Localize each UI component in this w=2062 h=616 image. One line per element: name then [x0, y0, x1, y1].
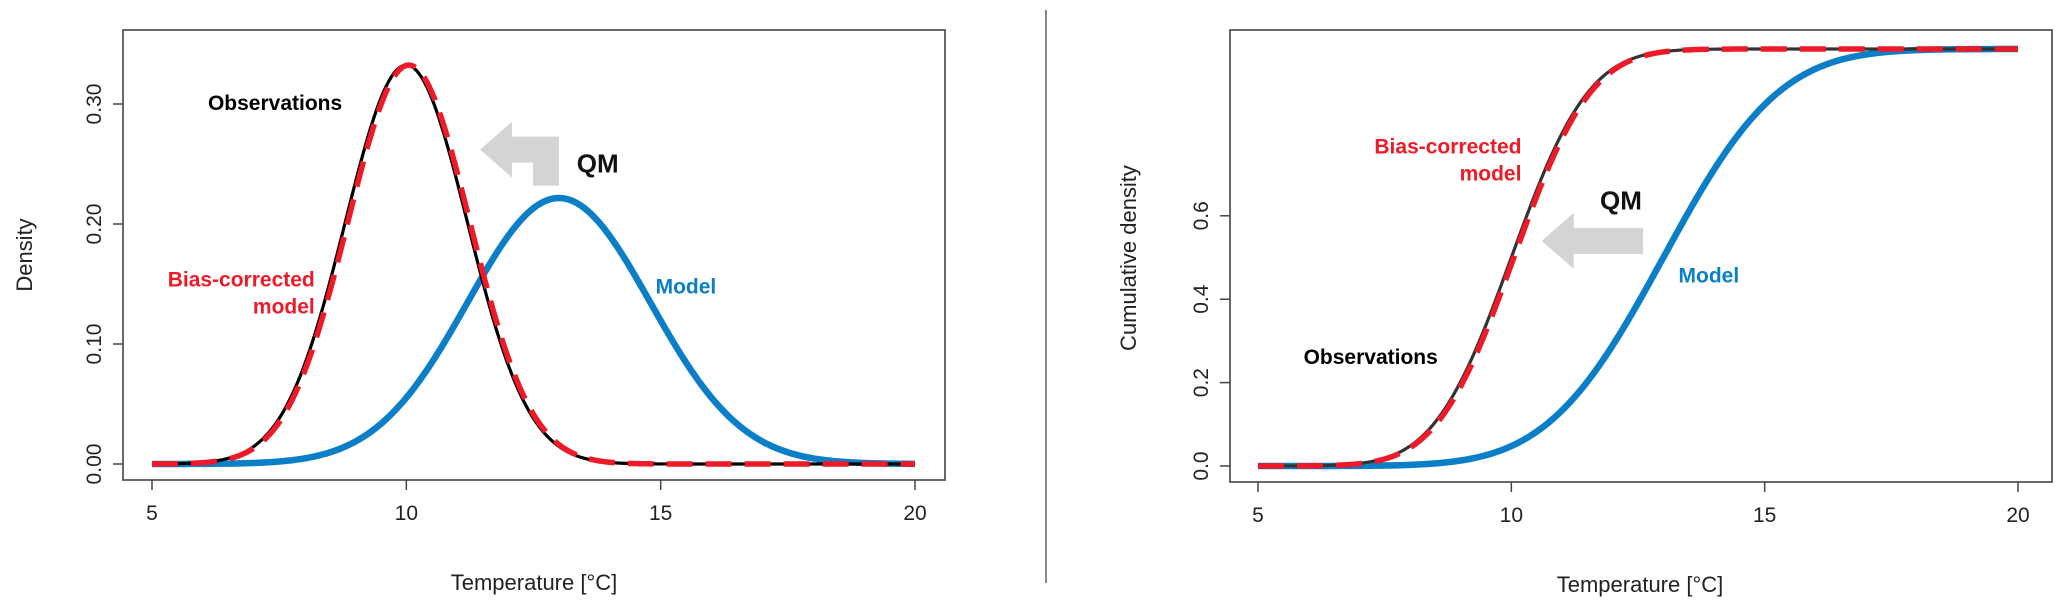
series-line-bias-corrected-model [151, 62, 916, 467]
density-chart: 5 10 15 20 0.00 0.10 0.20 0.30 Observations Bias… [12, 29, 946, 595]
arrow-layer [480, 121, 559, 186]
y-tick-label: 0.30 [83, 84, 106, 125]
x-tick-label: 20 [903, 502, 926, 525]
y-axis-title: Cumulative density [1116, 165, 1141, 351]
x-axis-title: Temperature [°C] [1557, 572, 1724, 597]
series-layer [1257, 45, 2019, 470]
series-line-observations [1258, 47, 2018, 468]
y-tick-label: 0.00 [83, 444, 106, 485]
annotation-model: Model [1679, 265, 1740, 288]
annotation-layer: Observations Bias-corrected model Model QM [168, 92, 717, 318]
series-layer [151, 62, 916, 468]
tick-layer: 5 10 15 20 0.0 0.2 0.4 0.6 [1190, 201, 2030, 527]
x-tick-label: 20 [2006, 504, 2029, 527]
qm-arrow [1541, 212, 1644, 269]
annotation-observations: Observations [1304, 346, 1438, 369]
annotation-observations: Observations [208, 92, 342, 115]
series-line-model [1257, 45, 2019, 470]
y-tick-label: 0.6 [1190, 201, 1213, 230]
x-tick-label: 15 [1753, 504, 1776, 527]
cumulative-density-chart: 5 10 15 20 0.0 0.2 0.4 0.6 Bias-corrected model Q… [1116, 29, 2053, 597]
tick-layer: 5 10 15 20 0.00 0.10 0.20 0.30 [83, 84, 927, 525]
arrow-layer [1541, 212, 1644, 269]
qm-arrow [480, 121, 559, 186]
series-line-observations [151, 63, 915, 466]
plot-frame [122, 29, 946, 481]
series-line-bias-corrected-model [1257, 46, 2019, 469]
plot-frame [1229, 29, 2053, 483]
x-tick-label: 15 [649, 502, 672, 525]
x-tick-label: 5 [1252, 504, 1264, 527]
annotation-layer: Bias-corrected model QM Model Observations [1304, 135, 1740, 369]
series-line-model [151, 194, 916, 468]
annotation-qm: QM [1600, 186, 1642, 216]
y-axis-title: Density [12, 218, 37, 291]
annotation-model: Model [656, 276, 717, 299]
x-tick-label: 10 [395, 502, 418, 525]
x-tick-label: 5 [146, 502, 158, 525]
y-tick-label: 0.0 [1190, 451, 1213, 480]
annotation-qm: QM [577, 148, 619, 178]
annotation-bias-corrected-model: Bias-corrected model [1374, 135, 1521, 185]
y-tick-label: 0.4 [1190, 284, 1213, 314]
y-tick-label: 0.20 [83, 204, 106, 245]
x-tick-label: 10 [1500, 504, 1523, 527]
y-tick-label: 0.10 [83, 324, 106, 365]
y-tick-label: 0.2 [1190, 368, 1213, 397]
x-axis-title: Temperature [°C] [451, 570, 618, 595]
annotation-bias-corrected-model: Bias-corrected model [168, 268, 315, 318]
